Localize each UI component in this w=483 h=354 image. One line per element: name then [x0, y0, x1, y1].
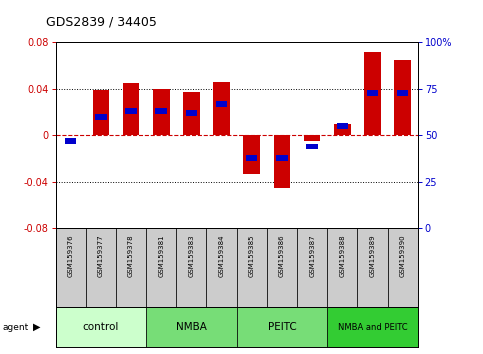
- Bar: [395, 60, 411, 135]
- Text: PEITC: PEITC: [268, 322, 297, 332]
- Bar: [116, 228, 146, 307]
- Bar: [304, 135, 320, 141]
- Text: GSM159390: GSM159390: [400, 234, 406, 277]
- Bar: [213, 82, 230, 135]
- Bar: [334, 124, 351, 135]
- Bar: [146, 307, 237, 347]
- Bar: [176, 228, 207, 307]
- Bar: [274, 135, 290, 188]
- Text: GSM159381: GSM159381: [158, 234, 164, 277]
- Bar: [123, 83, 139, 135]
- Bar: [367, 90, 378, 96]
- Bar: [337, 123, 348, 129]
- Text: agent: agent: [2, 322, 28, 332]
- Bar: [65, 138, 76, 144]
- Text: GSM159383: GSM159383: [188, 234, 194, 277]
- Text: GSM159376: GSM159376: [68, 234, 73, 277]
- Bar: [125, 108, 137, 114]
- Bar: [267, 228, 297, 307]
- Text: GSM159378: GSM159378: [128, 234, 134, 277]
- Bar: [276, 155, 288, 160]
- Bar: [153, 89, 170, 135]
- Text: GSM159388: GSM159388: [340, 234, 345, 277]
- Text: control: control: [83, 322, 119, 332]
- Bar: [56, 307, 146, 347]
- Text: GSM159386: GSM159386: [279, 234, 285, 277]
- Bar: [297, 228, 327, 307]
- Text: GSM159389: GSM159389: [369, 234, 375, 277]
- Bar: [95, 114, 107, 120]
- Text: NMBA and PEITC: NMBA and PEITC: [338, 322, 407, 332]
- Bar: [306, 144, 318, 149]
- Text: ▶: ▶: [33, 322, 41, 332]
- Bar: [216, 101, 227, 107]
- Bar: [237, 307, 327, 347]
- Bar: [156, 108, 167, 114]
- Text: GSM159387: GSM159387: [309, 234, 315, 277]
- Bar: [327, 228, 357, 307]
- Bar: [207, 228, 237, 307]
- Bar: [357, 228, 388, 307]
- Bar: [93, 90, 109, 135]
- Bar: [364, 52, 381, 135]
- Bar: [185, 110, 197, 116]
- Text: GDS2839 / 34405: GDS2839 / 34405: [46, 15, 157, 28]
- Text: GSM159385: GSM159385: [249, 234, 255, 277]
- Text: GSM159384: GSM159384: [219, 234, 225, 277]
- Bar: [56, 228, 86, 307]
- Bar: [237, 228, 267, 307]
- Bar: [397, 90, 409, 96]
- Bar: [183, 92, 199, 135]
- Bar: [246, 155, 257, 160]
- Text: NMBA: NMBA: [176, 322, 207, 332]
- Bar: [243, 135, 260, 173]
- Bar: [388, 228, 418, 307]
- Bar: [327, 307, 418, 347]
- Text: GSM159377: GSM159377: [98, 234, 104, 277]
- Bar: [146, 228, 176, 307]
- Bar: [86, 228, 116, 307]
